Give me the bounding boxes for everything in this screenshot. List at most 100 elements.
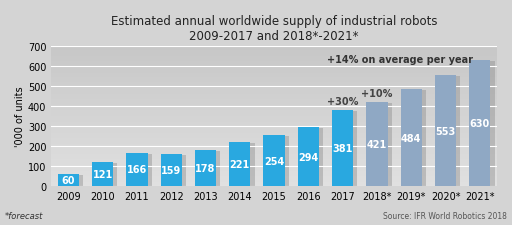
Bar [51,55,497,56]
Bar [51,121,497,122]
Text: 553: 553 [435,126,456,136]
Text: *forecast: *forecast [5,212,44,220]
Bar [51,52,497,54]
Bar [51,114,497,115]
Bar [51,151,497,153]
Bar [51,48,497,50]
Bar [298,128,319,186]
Bar [51,125,497,126]
Bar [51,150,497,151]
Bar [51,62,497,63]
Bar [51,115,497,117]
Text: 166: 166 [127,165,147,175]
Bar [51,94,497,96]
Bar [51,164,497,165]
Bar [195,151,216,186]
Bar [233,143,254,187]
Bar [51,144,497,146]
Bar [51,147,497,148]
Bar [51,167,497,168]
Bar [51,100,497,101]
Bar [51,137,497,139]
Bar [51,142,497,143]
Bar [51,118,497,119]
Bar [51,148,497,150]
Bar [51,136,497,137]
Bar [51,101,497,103]
Bar [51,80,497,82]
Bar [51,59,497,61]
Text: +14% on average per year: +14% on average per year [327,55,473,65]
Bar [51,70,497,72]
Bar [51,135,497,136]
Bar [51,77,497,79]
Bar [332,110,353,186]
Text: 421: 421 [367,139,387,149]
Bar [51,54,497,55]
Bar [51,98,497,100]
Bar [51,51,497,52]
Bar [51,153,497,154]
Bar [51,66,497,68]
Bar [51,83,497,84]
Bar [51,155,497,157]
Bar [51,146,497,147]
Bar [51,162,497,164]
Text: 221: 221 [230,159,250,169]
Bar [96,163,117,187]
Bar [405,91,426,187]
Bar [51,168,497,169]
Text: 254: 254 [264,156,284,166]
Bar [51,130,497,132]
Bar [51,47,497,48]
Text: 294: 294 [298,152,318,162]
Bar [62,175,83,187]
Bar [51,139,497,140]
Bar [51,172,497,174]
Bar [51,104,497,105]
Bar [336,111,357,187]
Bar [58,174,79,186]
Bar [51,158,497,160]
Text: 121: 121 [93,169,113,179]
Bar [51,103,497,104]
Bar [51,143,497,144]
Bar [51,75,497,76]
Bar [51,128,497,129]
Bar [51,124,497,125]
Bar [51,105,497,107]
Bar [51,108,497,110]
Bar [439,77,460,187]
Bar [51,160,497,161]
Bar [51,183,497,185]
Bar [51,56,497,58]
Text: 381: 381 [332,143,353,153]
Bar [51,154,497,155]
Bar [366,102,388,186]
Bar [51,89,497,90]
Bar [51,76,497,77]
Bar [51,86,497,87]
Bar [51,174,497,175]
Bar [51,72,497,73]
Bar [92,162,113,186]
Text: +30%: +30% [327,97,358,107]
Bar [165,155,186,187]
Text: 159: 159 [161,165,181,176]
Bar [51,68,497,69]
Text: 178: 178 [195,164,216,173]
Bar [51,82,497,83]
Bar [51,58,497,59]
Bar [229,142,250,186]
Bar [51,87,497,89]
Text: 630: 630 [470,119,490,128]
Bar [51,84,497,86]
Bar [469,61,490,186]
Bar [51,140,497,142]
Bar [264,136,285,186]
Bar [51,133,497,135]
Bar [51,69,497,70]
Bar [51,178,497,179]
Bar [51,117,497,118]
Bar [51,179,497,181]
